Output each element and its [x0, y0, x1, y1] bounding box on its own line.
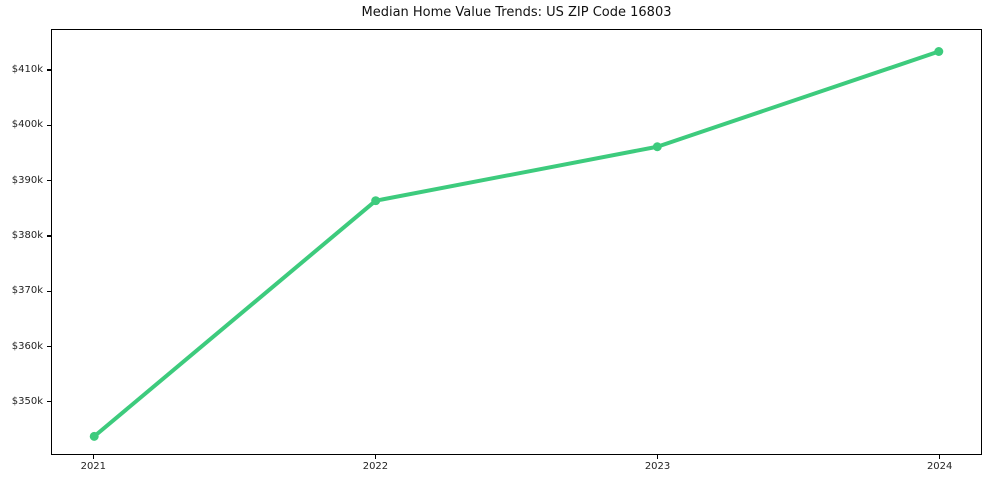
- y-tick-label: $350k: [11, 395, 43, 407]
- y-tick-label: $370k: [11, 285, 43, 297]
- trend-line: [92, 49, 941, 439]
- plot-area: [51, 29, 982, 455]
- x-tick-mark: [92, 455, 94, 459]
- data-point-marker-2024: [934, 47, 944, 56]
- x-tick-label: 2022: [362, 461, 389, 472]
- x-tick-label: 2023: [644, 461, 671, 472]
- x-tick-mark: [656, 455, 659, 459]
- y-tick-mark: [47, 290, 51, 292]
- y-tick-mark: [47, 345, 51, 348]
- y-tick-label: $410k: [11, 63, 43, 75]
- x-tick-mark: [939, 455, 941, 459]
- x-tick-label: 2024: [926, 461, 953, 472]
- y-tick-label: $360k: [11, 340, 43, 352]
- chart-title: Median Home Value Trends: US ZIP Code 16…: [361, 5, 672, 20]
- data-point-marker-2023: [652, 142, 662, 152]
- data-point-marker-2022: [371, 196, 381, 206]
- x-tick-label: 2021: [80, 461, 107, 472]
- y-tick-mark: [47, 235, 51, 237]
- plot-canvas: [89, 47, 944, 441]
- x-tick-mark: [374, 455, 377, 459]
- y-tick-label: $380k: [11, 229, 43, 241]
- data-point-marker-2021: [89, 431, 99, 441]
- y-tick-label: $390k: [11, 174, 43, 186]
- y-tick-mark: [47, 401, 51, 403]
- y-tick-label: $400k: [11, 119, 43, 131]
- y-tick-mark: [47, 69, 51, 71]
- y-tick-mark: [47, 179, 51, 182]
- y-tick-mark: [47, 124, 51, 126]
